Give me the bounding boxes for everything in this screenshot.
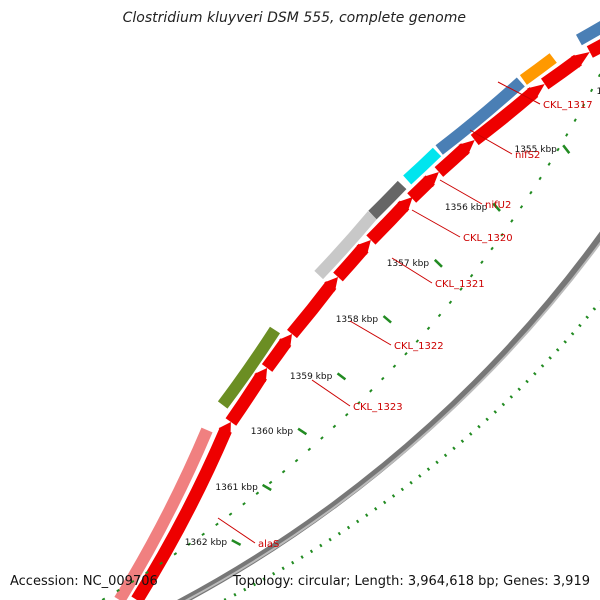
- ruler-major-tick-9: [261, 483, 272, 492]
- gene-leader-6: [349, 320, 392, 346]
- gene-leader-8: [217, 517, 256, 544]
- gene-leader-4: [411, 209, 461, 238]
- gene-CKL_1317: [519, 53, 557, 85]
- map-title: Clostridium kluyveri DSM 555, complete g…: [122, 10, 466, 26]
- accession-text: Accession: NC_009706: [10, 574, 158, 589]
- ruler-major-tick-3: [562, 144, 571, 154]
- ruler-label-6: 1358 kbp: [336, 315, 379, 325]
- ruler-label-7: 1359 kbp: [290, 372, 333, 382]
- gene-nifS2: [435, 77, 525, 155]
- ruler-label-5: 1357 kbp: [387, 259, 430, 269]
- ruler-label-2: 1354 kbp: [596, 87, 600, 97]
- gene-leader-1: [497, 81, 541, 105]
- gene-label-2: nifS2: [515, 150, 540, 161]
- gene-CKL_1320: [368, 180, 407, 220]
- gene-label-5: CKL_1321: [435, 279, 485, 290]
- forward-gene-tip-3: [278, 334, 292, 349]
- ruler-major-tick-7: [336, 372, 347, 381]
- ruler-major-tick-4: [492, 202, 501, 212]
- gene-alaS: [114, 427, 213, 600]
- gene-label-8: alaS: [258, 539, 279, 550]
- ruler-label-4: 1356 kbp: [445, 203, 488, 213]
- forward-gene-7: [407, 175, 435, 203]
- ruler-dots: [221, 299, 600, 600]
- forward-gene-tip-5: [356, 240, 371, 255]
- forward-gene-tip-2: [254, 368, 268, 382]
- gene-leader-7: [311, 379, 351, 407]
- gene-upstream-blue: [575, 21, 600, 46]
- forward-gene-4: [287, 281, 337, 339]
- forward-gene-tip-8: [458, 140, 475, 156]
- gene-label-6: CKL_1322: [394, 341, 444, 352]
- forward-gene-tip-9: [527, 84, 545, 100]
- forward-gene-11: [586, 39, 600, 58]
- forward-gene-tip-6: [397, 197, 413, 212]
- ruler-major-tick-10: [231, 539, 242, 547]
- gene-label-3: nifU2: [485, 200, 511, 211]
- forward-gene-1: [131, 427, 232, 600]
- ruler-label-8: 1360 kbp: [251, 427, 294, 437]
- ruler-major-tick-5: [433, 258, 443, 268]
- gene-label-7: CKL_1323: [353, 402, 403, 413]
- gene-label-1: CKL_1317: [543, 100, 593, 111]
- gene-label-4: CKL_1320: [463, 233, 513, 244]
- forward-gene-tip-7: [423, 172, 439, 188]
- ruler-label-9: 1361 kbp: [215, 483, 258, 493]
- ruler-label-10: 1362 kbp: [185, 538, 228, 548]
- gene-nifU2: [403, 147, 442, 185]
- ruler-major-tick-6: [382, 315, 392, 324]
- ruler-major-tick-8: [297, 427, 308, 436]
- gene-leader-5: [391, 257, 433, 284]
- backbone-line: [176, 231, 600, 600]
- gene-leader-3: [439, 179, 483, 205]
- forward-gene-tip-4: [324, 277, 338, 292]
- backbone-highlight: [184, 241, 600, 600]
- gene-tick-track: [101, 71, 600, 600]
- ruler-label-3: 1355 kbp: [514, 145, 557, 155]
- gene-CKL_1321: [314, 211, 378, 280]
- genome-summary: Topology: circular; Length: 3,964,618 bp…: [232, 574, 590, 589]
- gene-CKL_1323: [217, 326, 281, 409]
- forward-gene-tip-1: [218, 422, 231, 436]
- forward-gene-tip-10: [571, 52, 590, 68]
- gene-leader-2: [469, 129, 513, 155]
